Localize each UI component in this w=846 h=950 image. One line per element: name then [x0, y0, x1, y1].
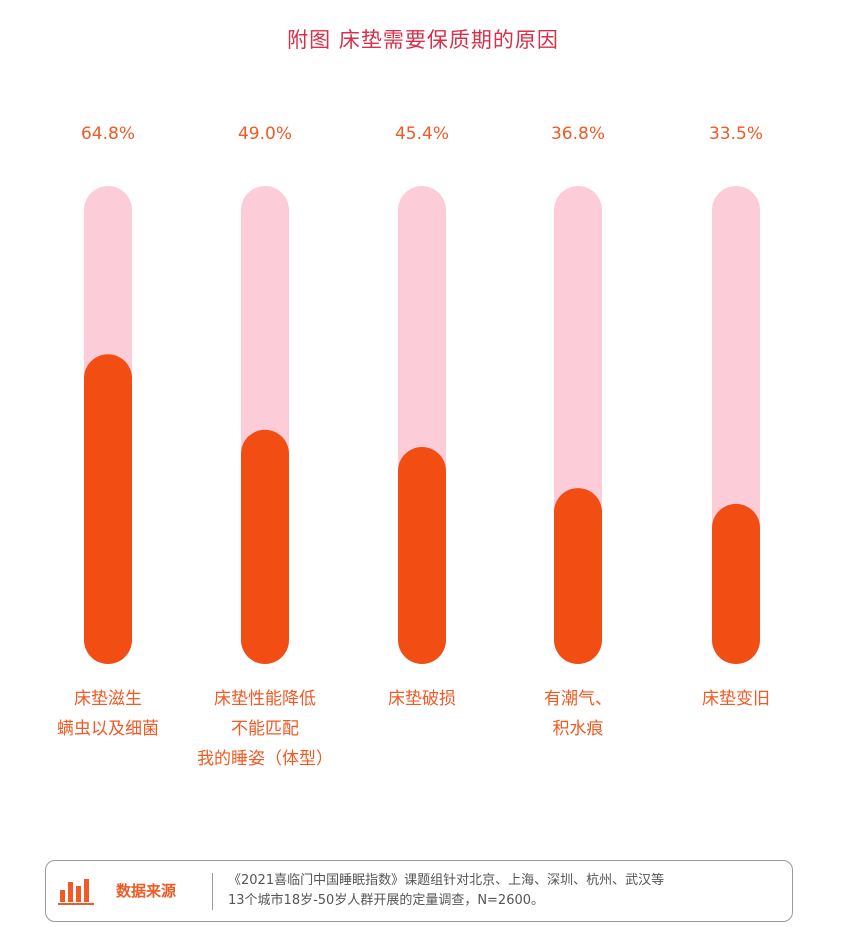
category-label-line: 床垫破损: [388, 689, 456, 709]
category-label: 床垫性能降低 不能匹配我的睡姿（体型）: [180, 684, 350, 774]
category-label: 有潮气、 积水痕: [493, 684, 663, 744]
source-text: 《2021喜临门中国睡眠指数》课题组针对北京、上海、深圳、杭州、武汉等 13个城…: [228, 871, 664, 911]
category-label-line: 积水痕: [552, 719, 604, 739]
value-label: 45.4%: [394, 124, 449, 144]
source-line: 《2021喜临门中国睡眠指数》课题组针对北京、上海、深圳、杭州、武汉等: [228, 873, 665, 888]
category-label-line: 床垫滋生: [74, 689, 142, 709]
source-line: 13个城市18岁-50岁人群开展的定量调查，N=2600。: [228, 893, 545, 908]
category-label-line: 不能匹配: [231, 719, 299, 739]
category-label-line: 有潮气、: [544, 689, 612, 709]
category-label-line: 我的睡姿（体型）: [197, 749, 333, 769]
bar: [84, 354, 132, 664]
source-logo-text: 数据来源: [116, 882, 177, 900]
bar: [398, 446, 446, 664]
category-label: 床垫滋生螨虫以及细菌: [23, 684, 193, 744]
bar-chart-logo-icon: [58, 879, 94, 905]
value-label: 36.8%: [550, 124, 605, 144]
source-divider: [212, 873, 213, 910]
bar-chart: [84, 186, 760, 664]
chart-title: 附图 床垫需要保质期的原因: [287, 28, 559, 52]
value-label: 33.5%: [708, 124, 763, 144]
category-label-line: 螨虫以及细菌: [57, 719, 159, 739]
category-label: 床垫变旧: [651, 684, 821, 714]
category-label-line: 床垫性能降低: [214, 689, 316, 709]
value-label: 49.0%: [237, 124, 292, 144]
bar: [241, 429, 289, 664]
category-label: 床垫破损: [337, 684, 507, 714]
source-box: 数据来源 《2021喜临门中国睡眠指数》课题组针对北京、上海、深圳、杭州、武汉等…: [45, 860, 793, 922]
bar: [554, 488, 602, 664]
category-label-line: 床垫变旧: [702, 689, 770, 709]
bar: [712, 503, 760, 664]
value-label: 64.8%: [80, 124, 135, 144]
